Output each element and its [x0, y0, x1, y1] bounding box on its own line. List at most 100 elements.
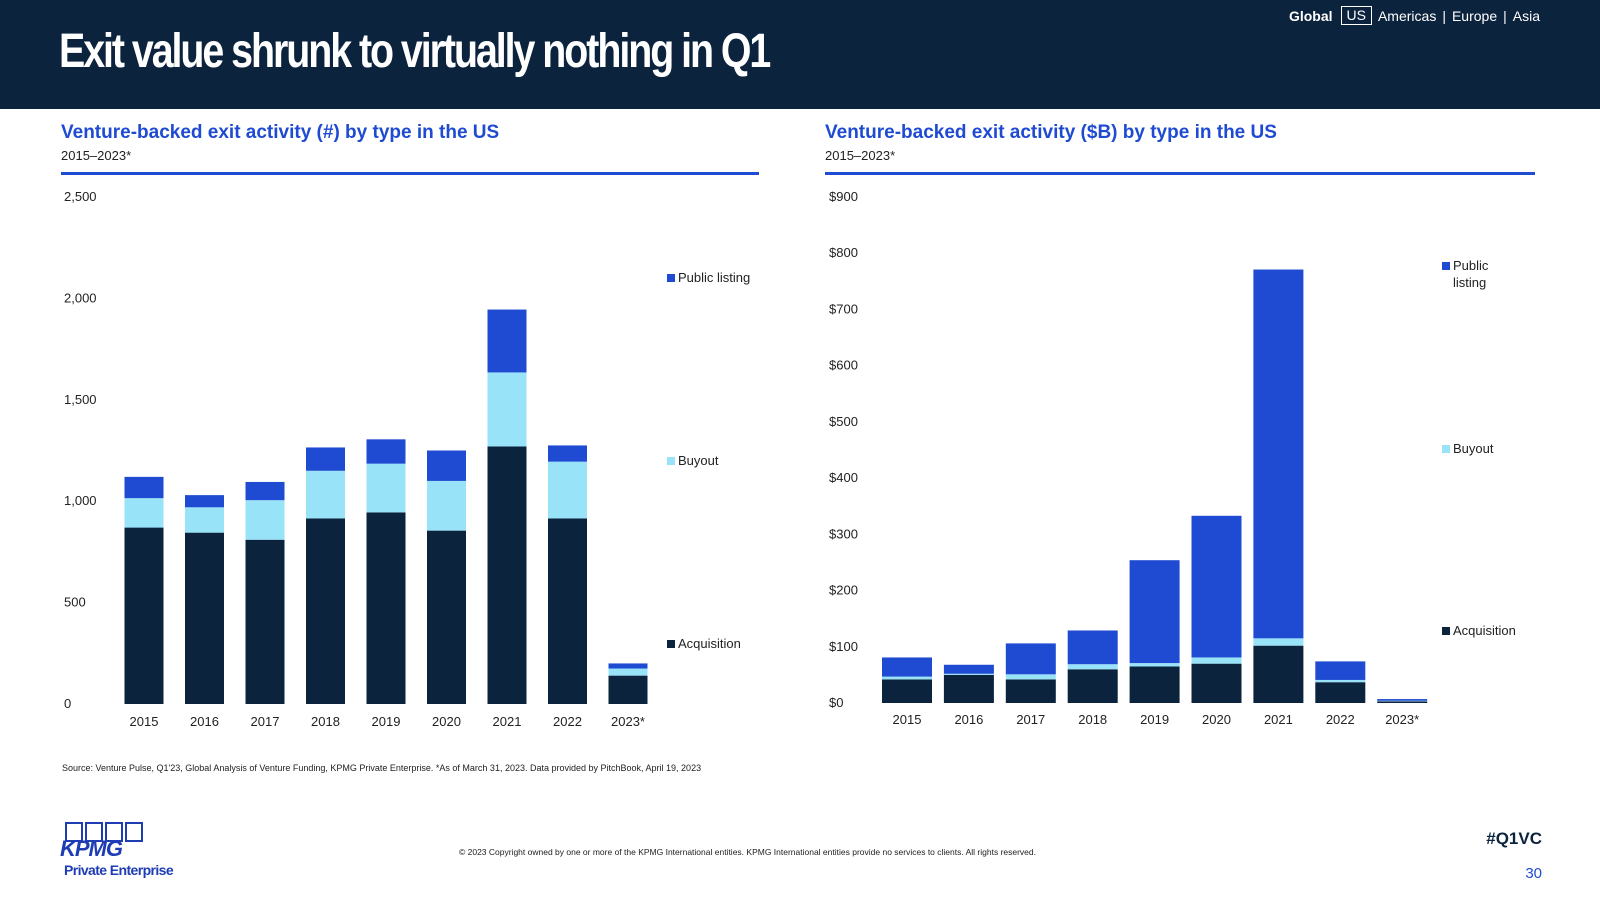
y-tick-label: 2,000: [64, 290, 97, 305]
bar-public-listing: [487, 309, 527, 373]
bar-acquisition: [1191, 663, 1242, 703]
legend-swatch: [1442, 262, 1450, 270]
page-title: Exit value shrunk to virtually nothing i…: [59, 25, 771, 78]
bar-buyout: [548, 461, 587, 519]
x-tick-label: 2022: [553, 714, 582, 729]
bar-public-listing: [245, 481, 285, 501]
bar-buyout: [608, 668, 648, 676]
nav-americas-link[interactable]: Americas: [1377, 7, 1437, 24]
y-tick-label: 1,500: [64, 392, 97, 407]
nav-europe-link[interactable]: Europe: [1451, 7, 1498, 24]
logo-wordmark: KPMG: [60, 836, 123, 861]
x-tick-label: 2023*: [1385, 712, 1419, 727]
bar-public-listing: [124, 476, 164, 499]
bar-acquisition: [366, 512, 406, 704]
hashtag: #Q1VC: [1486, 829, 1542, 848]
x-tick-label: 2020: [1202, 712, 1231, 727]
copyright-notice: © 2023 Copyright owned by one or more of…: [459, 847, 1036, 857]
bar-public-listing: [1191, 515, 1242, 658]
bar-buyout: [882, 676, 932, 680]
bar-public-listing: [1129, 560, 1180, 664]
bar-acquisition: [427, 530, 466, 704]
bar-buyout: [245, 500, 285, 540]
nav-separator: |: [1503, 7, 1507, 24]
y-tick-label: $600: [829, 358, 858, 373]
bar-buyout: [1377, 700, 1428, 702]
chart-divider: [61, 172, 759, 175]
logo-boxes: [65, 822, 143, 842]
x-tick-label: 2019: [1140, 712, 1169, 727]
bar-public-listing: [366, 439, 406, 464]
y-tick-label: $0: [829, 695, 843, 710]
page-number: 30: [1525, 865, 1542, 882]
nav-us-link[interactable]: US: [1340, 6, 1372, 25]
x-tick-label: 2021: [1264, 712, 1293, 727]
x-tick-label: 2016: [190, 714, 219, 729]
bar-public-listing: [1315, 661, 1366, 680]
bar-buyout: [1253, 638, 1304, 646]
bar-acquisition: [1315, 682, 1366, 703]
legend-label: Buyout: [1453, 441, 1494, 456]
source-note: Source: Venture Pulse, Q1'23, Global Ana…: [62, 763, 702, 773]
y-tick-label: $400: [829, 470, 858, 485]
bar-public-listing: [943, 664, 994, 674]
legend-swatch: [667, 457, 675, 465]
bar-buyout: [124, 498, 164, 528]
y-tick-label: $500: [829, 414, 858, 429]
exit-value-chart-header: Venture-backed exit activity ($B) by typ…: [825, 122, 1277, 163]
y-tick-label: $700: [829, 301, 858, 316]
bar-buyout: [1005, 674, 1056, 680]
legend-swatch: [667, 274, 675, 282]
legend-swatch: [1442, 627, 1450, 635]
x-tick-label: 2017: [1016, 712, 1045, 727]
nav-asia-link[interactable]: Asia: [1512, 7, 1540, 24]
bar-acquisition: [608, 675, 648, 704]
x-tick-label: 2015: [893, 712, 922, 727]
exit-value-chart: $0 $100 $200 $300 $400 $500 $600 $700 $800 $900 20…: [829, 189, 1516, 727]
x-tick-label: 2023*: [611, 714, 645, 729]
bar-buyout: [1067, 664, 1118, 670]
y-tick-label: $900: [829, 189, 858, 204]
legend-label: Acquisition: [1453, 623, 1516, 638]
nav-global-link[interactable]: Global: [1288, 7, 1333, 24]
x-tick-label: 2019: [372, 714, 401, 729]
chart-subtitle: 2015–2023*: [61, 148, 132, 163]
bar-public-listing: [882, 657, 932, 677]
bar-acquisition: [1005, 679, 1056, 703]
logo-subtitle: Private Enterprise: [64, 862, 174, 878]
chart-title: Venture-backed exit activity (#) by type…: [61, 122, 500, 143]
bar-acquisition: [1377, 701, 1428, 703]
y-tick-label: 0: [64, 696, 71, 711]
legend-swatch: [667, 640, 675, 648]
bar-acquisition: [1129, 666, 1180, 703]
bar-acquisition: [185, 532, 224, 704]
y-tick-label: 500: [64, 595, 86, 610]
kpmg-logo: KPMG Private Enterprise: [60, 822, 174, 882]
bar-buyout: [427, 480, 466, 531]
bar-public-listing: [1067, 630, 1118, 665]
legend-label: Public: [1453, 258, 1489, 273]
bar-acquisition: [1253, 645, 1304, 703]
bar-buyout: [185, 507, 224, 533]
bar-buyout: [306, 470, 345, 519]
exit-count-chart: 0 500 1,000 1,500 2,000 2,500 2015 2016 2017 2018…: [64, 189, 750, 729]
x-tick-label: 2020: [432, 714, 461, 729]
x-tick-label: 2016: [954, 712, 983, 727]
x-tick-label: 2018: [1078, 712, 1107, 727]
bar-public-listing: [306, 447, 345, 471]
bar-acquisition: [548, 518, 587, 704]
bar-buyout: [943, 673, 994, 675]
chart-title: Venture-backed exit activity ($B) by typ…: [825, 122, 1277, 143]
exit-count-chart-header: Venture-backed exit activity (#) by type…: [61, 122, 499, 163]
x-tick-label: 2018: [311, 714, 340, 729]
bar-buyout: [1315, 679, 1366, 683]
bar-public-listing: [1377, 699, 1428, 701]
bar-acquisition: [943, 674, 994, 703]
legend-swatch: [1442, 445, 1450, 453]
y-tick-label: 1,000: [64, 493, 97, 508]
legend-label: listing: [1453, 275, 1486, 290]
bar-public-listing: [427, 450, 466, 481]
bar-acquisition: [306, 518, 345, 704]
bar-buyout: [487, 372, 527, 447]
